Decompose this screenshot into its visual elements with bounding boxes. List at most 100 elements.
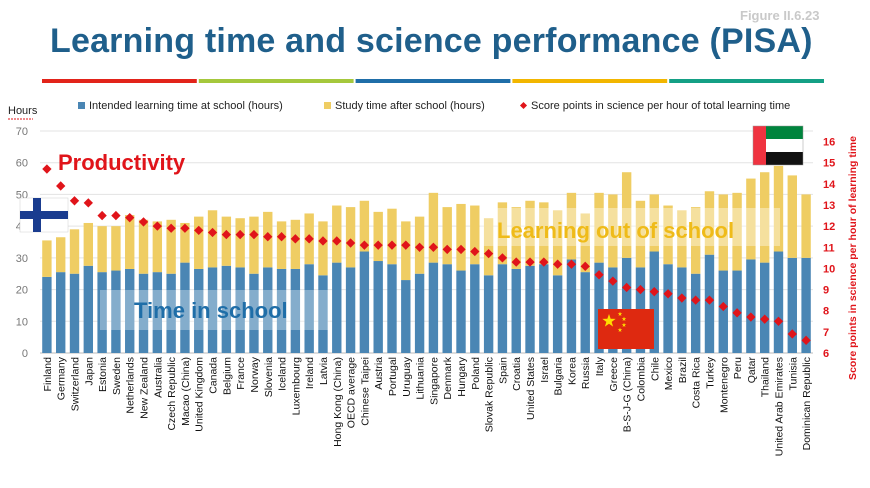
score-point: [732, 308, 742, 318]
bar-school: [318, 275, 328, 353]
bar-school: [718, 270, 728, 353]
x-tick-label: United States: [525, 357, 537, 420]
bar-school: [276, 268, 287, 353]
bar-school: [263, 267, 273, 353]
legend-swatch: [324, 102, 331, 109]
bar-after-school: [332, 205, 342, 263]
y-right-tick-label: 8: [823, 306, 829, 318]
bar-school: [83, 265, 94, 353]
bar-school: [649, 251, 659, 353]
bar-school: [566, 259, 577, 353]
score-point: [649, 287, 659, 297]
bar-after-school: [373, 211, 383, 262]
bar-school: [580, 272, 590, 353]
annotation-label: Time in school: [134, 298, 288, 323]
bar-after-school: [83, 222, 94, 266]
bar-school: [773, 251, 784, 353]
bar-after-school: [677, 210, 687, 268]
bar-after-school: [608, 194, 618, 268]
bar-school: [677, 267, 687, 353]
score-point: [470, 246, 480, 257]
x-tick-label: France: [235, 357, 247, 390]
score-point: [608, 276, 618, 286]
x-tick-label: Sweden: [111, 357, 123, 395]
bar-after-school: [428, 192, 439, 263]
bar-after-school: [69, 229, 80, 274]
title-stripe: [198, 79, 354, 83]
bar-school: [787, 257, 797, 353]
bar-after-school: [511, 207, 521, 269]
score-point: [125, 213, 135, 223]
score-point: [414, 242, 425, 252]
x-tick-label: Turkey: [704, 356, 716, 388]
bar-school: [152, 272, 163, 353]
bar-after-school: [801, 194, 811, 258]
bar-after-school: [97, 226, 107, 273]
legend-entry: Study time after school (hours): [335, 100, 485, 112]
bar-after-school: [746, 178, 756, 260]
legend-entry: Score points in science per hour of tota…: [531, 100, 790, 112]
bar-school: [111, 270, 121, 353]
x-tick-label: Finland: [42, 357, 54, 392]
legend-swatch: [519, 101, 528, 110]
bar-school: [56, 272, 66, 353]
score-point: [373, 240, 383, 250]
bar-school: [235, 267, 245, 353]
bar-after-school: [194, 216, 204, 269]
bar-school: [387, 264, 397, 353]
bar-school: [511, 268, 521, 353]
bar-after-school: [166, 219, 176, 274]
score-point: [83, 198, 93, 208]
score-point: [635, 284, 646, 295]
x-tick-label: Italy: [594, 356, 606, 376]
x-tick-label: Macao (China): [180, 357, 192, 426]
score-point: [497, 253, 508, 263]
title-stripe: [669, 79, 824, 83]
bar-after-school: [663, 205, 673, 265]
y-right-tick-label: 15: [823, 158, 835, 170]
score-point: [773, 316, 784, 326]
bar-school: [442, 264, 452, 353]
bar-school: [373, 261, 383, 353]
flag-china-star-small: [617, 327, 623, 332]
bar-after-school: [387, 208, 397, 265]
bar-school: [525, 265, 535, 353]
x-tick-label: Greece: [608, 357, 620, 392]
bar-after-school: [56, 237, 66, 273]
score-point: [290, 234, 301, 244]
highlight-learning-out-of-school: [480, 208, 780, 246]
score-point: [221, 229, 232, 240]
bar-after-school: [621, 172, 632, 258]
x-tick-label: Australia: [152, 357, 164, 398]
title-stripe: [355, 79, 511, 83]
bar-after-school: [125, 215, 135, 269]
bar-school: [401, 280, 411, 353]
score-point: [97, 210, 107, 221]
y-right-tick-label: 7: [823, 327, 829, 339]
flag-china-star-small: [621, 322, 627, 327]
y-right-tick-label: 10: [823, 263, 835, 275]
bar-school: [125, 268, 135, 353]
x-tick-label: Ireland: [304, 357, 316, 389]
score-point: [539, 257, 549, 267]
score-point: [746, 312, 756, 322]
y-left-axis-title: Hours: [8, 105, 38, 117]
x-tick-label: Czech Republic: [166, 357, 178, 431]
bar-after-school: [318, 221, 328, 276]
x-tick-label: Iceland: [277, 357, 289, 391]
x-tick-label: Latvia: [318, 357, 330, 385]
bar-school: [207, 267, 218, 353]
bar-after-school: [594, 192, 604, 263]
x-tick-label: Croatia: [511, 357, 523, 391]
bar-after-school: [180, 222, 190, 263]
bar-after-school: [635, 200, 646, 268]
x-tick-label: Canada: [208, 357, 220, 394]
annotation-label: Learning out of school: [497, 218, 734, 243]
x-tick-label: Hungary: [456, 356, 468, 396]
score-point: [663, 289, 673, 299]
bar-school: [414, 273, 425, 353]
score-point: [194, 225, 204, 236]
title-stripe: [512, 79, 668, 83]
x-tick-label: Bulgaria: [553, 357, 565, 396]
bar-after-school: [152, 221, 163, 273]
